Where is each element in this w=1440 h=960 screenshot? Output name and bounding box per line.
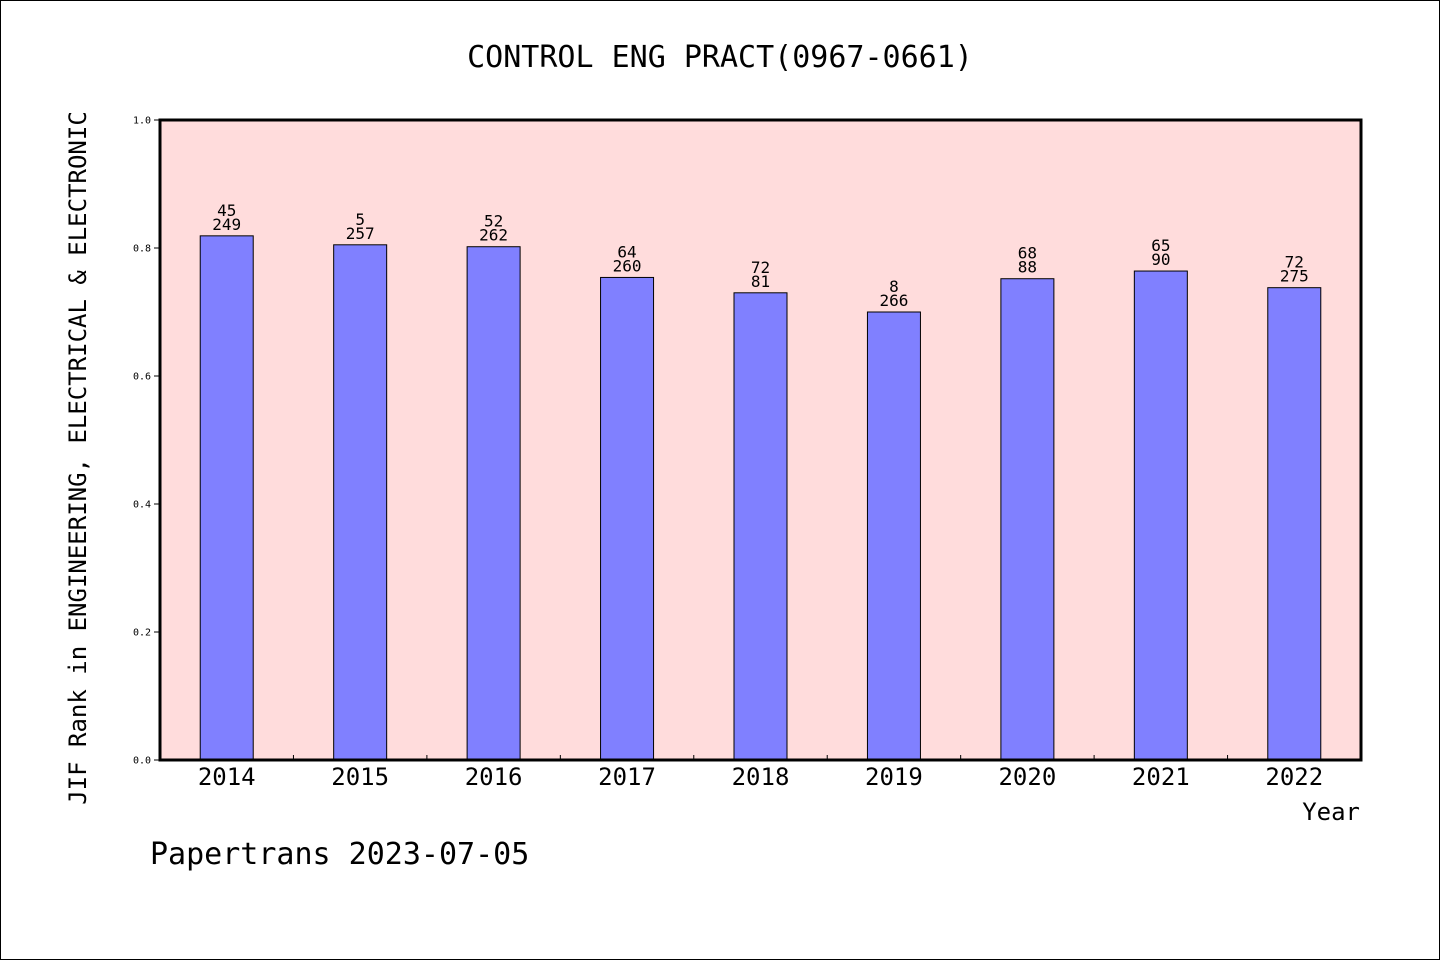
bar-2015 xyxy=(333,244,388,761)
data-label-bottom-2015: 257 xyxy=(346,224,375,243)
footer-watermark: Papertrans 2023-07-05 xyxy=(150,837,529,872)
data-label-top-2020: 68 xyxy=(1018,244,1037,263)
data-label-bottom-2019: 266 xyxy=(879,291,908,310)
x-tick-label-2014: 2014 xyxy=(198,763,256,791)
bar-2019 xyxy=(866,311,921,761)
bar-2021 xyxy=(1133,270,1188,761)
data-label-top-2016: 52 xyxy=(484,212,503,231)
data-label-bottom-2022: 275 xyxy=(1280,267,1309,286)
x-tick-label-2016: 2016 xyxy=(465,763,523,791)
data-label-top-2019: 8 xyxy=(889,277,899,296)
y-axis-label: JIF Rank in ENGINEERING, ELECTRICAL & EL… xyxy=(64,111,92,805)
data-label-top-2021: 65 xyxy=(1151,236,1170,255)
data-label-top-2015: 5 xyxy=(355,210,365,229)
x-axis-label: Year xyxy=(1302,798,1360,826)
x-tick-label-2020: 2020 xyxy=(998,763,1056,791)
bars xyxy=(199,235,1322,761)
data-label-bottom-2021: 90 xyxy=(1151,250,1170,269)
y-tick-label: 0.8 xyxy=(133,244,151,255)
y-tick-label: 0.2 xyxy=(133,628,151,639)
y-axis-ticks: 0.0 0.2 0.4 0.6 0.8 1.0 xyxy=(133,116,160,767)
x-tick-label-2022: 2022 xyxy=(1265,763,1323,791)
x-axis-ticks: 2014 2015 2016 2017 2018 2019 2020 2021 2022 xyxy=(198,755,1323,791)
data-label-bottom-2020: 88 xyxy=(1018,258,1037,277)
x-tick-label-2018: 2018 xyxy=(732,763,790,791)
x-tick-label-2019: 2019 xyxy=(865,763,923,791)
x-tick-label-2021: 2021 xyxy=(1132,763,1190,791)
data-label-bottom-2014: 249 xyxy=(212,215,241,234)
data-label-bottom-2018: 81 xyxy=(751,272,770,291)
bar-2022 xyxy=(1267,287,1322,761)
data-label-top-2014: 45 xyxy=(217,201,236,220)
x-tick-label-2017: 2017 xyxy=(598,763,656,791)
bar-2020 xyxy=(1000,278,1055,761)
x-tick-label-2015: 2015 xyxy=(331,763,389,791)
bar-2017 xyxy=(600,276,655,761)
data-label-bottom-2017: 260 xyxy=(613,256,642,275)
chart-title: CONTROL ENG PRACT(0967-0661) xyxy=(467,40,973,75)
bar-2016 xyxy=(466,246,521,761)
data-label-top-2017: 64 xyxy=(617,242,636,261)
data-label-top-2022: 72 xyxy=(1285,253,1304,272)
bar-2018 xyxy=(733,292,788,761)
plot-border xyxy=(158,118,1363,762)
y-tick-label: 0.4 xyxy=(133,500,151,511)
y-tick-label: 1.0 xyxy=(133,116,151,127)
y-tick-label: 0.6 xyxy=(133,372,151,383)
bar-2014 xyxy=(199,235,254,761)
y-tick-label: 0.0 xyxy=(133,756,151,767)
data-label-top-2018: 72 xyxy=(751,258,770,277)
data-label-bottom-2016: 262 xyxy=(479,226,508,245)
